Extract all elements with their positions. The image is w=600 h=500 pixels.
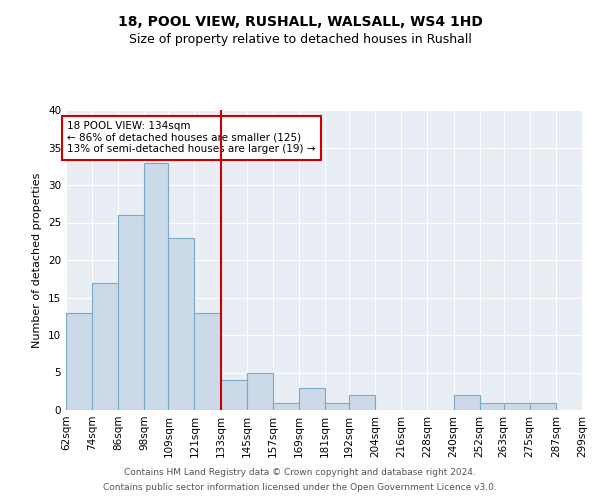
Bar xyxy=(530,402,556,410)
Bar xyxy=(118,215,145,410)
Text: Contains public sector information licensed under the Open Government Licence v3: Contains public sector information licen… xyxy=(103,483,497,492)
Bar xyxy=(194,312,221,410)
Y-axis label: Number of detached properties: Number of detached properties xyxy=(32,172,43,348)
Bar xyxy=(247,372,273,410)
Text: Size of property relative to detached houses in Rushall: Size of property relative to detached ho… xyxy=(128,32,472,46)
Text: Contains HM Land Registry data © Crown copyright and database right 2024.: Contains HM Land Registry data © Crown c… xyxy=(124,468,476,477)
Bar xyxy=(145,162,169,410)
Bar xyxy=(503,402,530,410)
Bar xyxy=(349,395,375,410)
Text: 18 POOL VIEW: 134sqm
← 86% of detached houses are smaller (125)
13% of semi-deta: 18 POOL VIEW: 134sqm ← 86% of detached h… xyxy=(67,121,316,154)
Bar xyxy=(325,402,349,410)
Bar xyxy=(66,312,92,410)
Bar xyxy=(454,395,479,410)
Text: 18, POOL VIEW, RUSHALL, WALSALL, WS4 1HD: 18, POOL VIEW, RUSHALL, WALSALL, WS4 1HD xyxy=(118,15,482,29)
Bar xyxy=(299,388,325,410)
Bar xyxy=(169,238,194,410)
Bar xyxy=(273,402,299,410)
Bar xyxy=(221,380,247,410)
Bar xyxy=(479,402,503,410)
Bar xyxy=(92,282,118,410)
